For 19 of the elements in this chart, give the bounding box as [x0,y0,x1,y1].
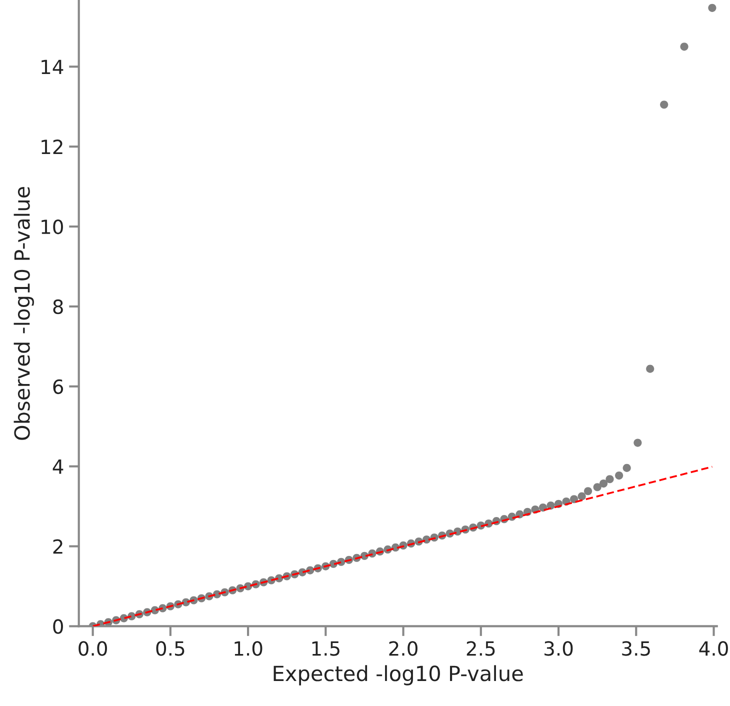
y-tick-label: 0 [53,619,63,634]
x-tick-label: 4.0 [699,641,728,656]
x-axis-title: Expected -log10 P-value [274,665,523,686]
x-tick-label: 0.0 [78,641,107,656]
y-tick-label: 12 [42,140,62,154]
x-tick-label: 1.5 [312,641,340,656]
y-axis-title: Observed -log10 P-value [14,186,34,440]
x-tick-label: 2.5 [466,641,495,656]
y-tick-label: 8 [53,299,63,314]
x-tick-label: 0.5 [156,641,184,656]
x-tick-label: 2.0 [389,641,418,656]
y-tick-label: 6 [53,379,64,394]
x-tick-label: 3.0 [544,641,573,656]
x-tick-label: 1.0 [234,641,262,656]
y-tick-label: 4 [52,460,64,474]
y-tick-label: 10 [42,219,63,234]
x-tick-label: 3.5 [622,641,650,656]
y-tick-label: 2 [53,539,62,554]
y-tick-label: 14 [42,60,64,74]
